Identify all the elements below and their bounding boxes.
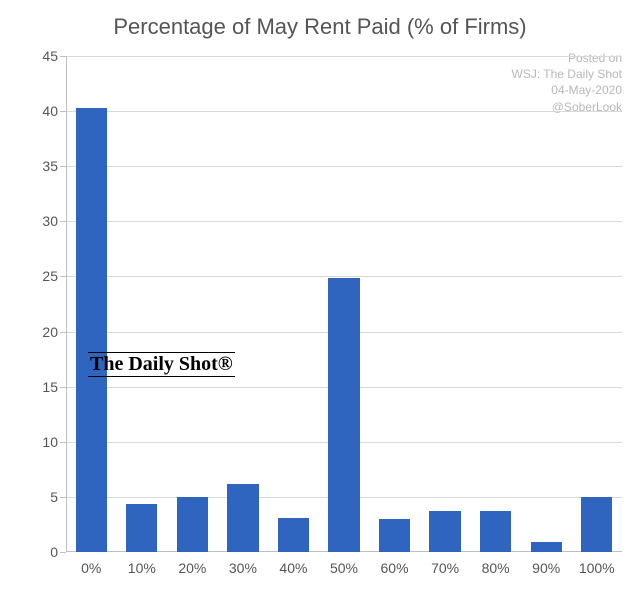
- y-tick-label: 15: [18, 379, 58, 395]
- y-tick-mark: [60, 221, 66, 222]
- y-tick-label: 30: [18, 213, 58, 229]
- y-tick-mark: [60, 276, 66, 277]
- x-tick-label: 20%: [167, 560, 218, 576]
- x-tick-label: 100%: [571, 560, 622, 576]
- plot-area: The Daily Shot®: [66, 56, 622, 552]
- x-tick-label: 0%: [66, 560, 117, 576]
- may-rent-chart: Percentage of May Rent Paid (% of Firms)…: [0, 0, 640, 600]
- bar: [328, 278, 359, 552]
- bar: [177, 497, 208, 552]
- y-tick-mark: [60, 387, 66, 388]
- y-tick-label: 35: [18, 158, 58, 174]
- y-tick-label: 25: [18, 268, 58, 284]
- y-tick-mark: [60, 332, 66, 333]
- x-tick-label: 90%: [521, 560, 572, 576]
- x-tick-label: 30%: [218, 560, 269, 576]
- y-tick-label: 0: [18, 544, 58, 560]
- x-tick-label: 40%: [268, 560, 319, 576]
- bar: [76, 108, 107, 552]
- y-tick-mark: [60, 552, 66, 553]
- x-tick-label: 80%: [470, 560, 521, 576]
- bar: [480, 511, 511, 552]
- watermark-daily-shot: The Daily Shot®: [88, 352, 235, 377]
- y-tick-label: 45: [18, 48, 58, 64]
- bar: [429, 511, 460, 552]
- x-tick-label: 10%: [117, 560, 168, 576]
- y-tick-label: 10: [18, 434, 58, 450]
- y-tick-label: 40: [18, 103, 58, 119]
- bar: [278, 518, 309, 552]
- y-tick-mark: [60, 497, 66, 498]
- y-tick-label: 5: [18, 489, 58, 505]
- x-tick-label: 70%: [420, 560, 471, 576]
- y-tick-mark: [60, 166, 66, 167]
- x-tick-label: 60%: [369, 560, 420, 576]
- bar: [227, 484, 258, 552]
- y-tick-mark: [60, 56, 66, 57]
- y-tick-mark: [60, 111, 66, 112]
- y-tick-mark: [60, 442, 66, 443]
- y-tick-label: 20: [18, 324, 58, 340]
- bars-layer: [66, 56, 622, 552]
- bar: [531, 542, 562, 552]
- bar: [126, 504, 157, 552]
- bar: [581, 497, 612, 552]
- bar: [379, 519, 410, 552]
- chart-title: Percentage of May Rent Paid (% of Firms): [0, 14, 640, 40]
- x-tick-label: 50%: [319, 560, 370, 576]
